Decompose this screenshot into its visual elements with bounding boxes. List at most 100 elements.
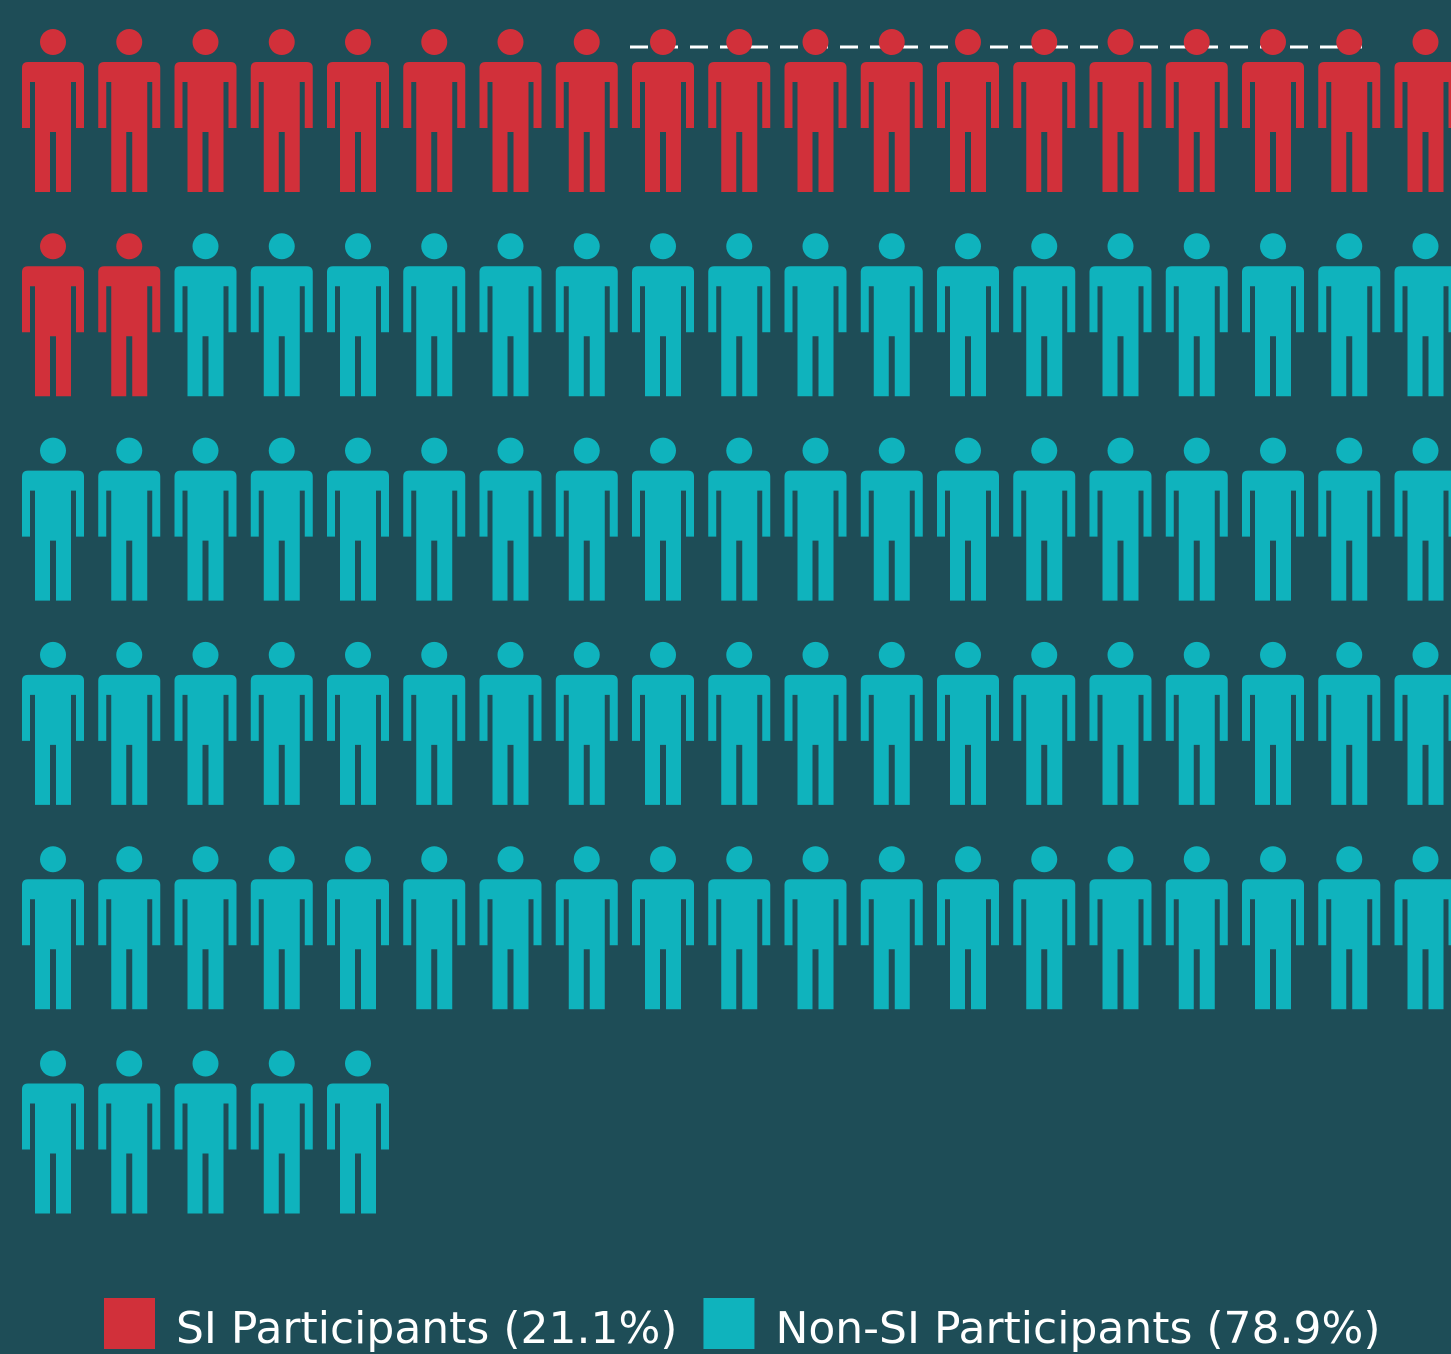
icon-head (573, 437, 600, 464)
icon-body (250, 1083, 313, 1214)
icon-body (174, 674, 237, 805)
icon-head (955, 29, 981, 55)
icon-head (1107, 846, 1134, 873)
legend-swatch (104, 1298, 155, 1349)
legend-label: SI Participants (21.1%) (176, 1303, 677, 1354)
person-icon (403, 641, 466, 805)
person-icon (1394, 437, 1451, 601)
icon-head (878, 233, 905, 260)
person-icon (708, 641, 771, 805)
icon-body (1394, 266, 1451, 397)
icon-body (937, 470, 999, 601)
icon-body (98, 62, 161, 192)
icon-head (1336, 437, 1363, 464)
icon-body (479, 470, 542, 601)
person-icon (1318, 641, 1381, 805)
icon-head (1031, 641, 1058, 668)
icon-body (250, 62, 313, 192)
icon-head (421, 846, 448, 873)
icon-body (1242, 879, 1304, 1010)
icon-body (1165, 879, 1228, 1010)
person-icon (250, 641, 313, 805)
icon-body (327, 674, 389, 805)
icon-head (650, 29, 676, 55)
icon-head (1183, 437, 1210, 464)
icon-head (1336, 641, 1363, 668)
person-icon (1242, 641, 1304, 805)
person-icon (22, 437, 84, 601)
icon-head (192, 233, 219, 260)
icon-head (421, 29, 448, 55)
icon-body (1242, 62, 1304, 192)
icon-head (1107, 29, 1134, 55)
icon-head (345, 1050, 371, 1077)
icon-head (116, 641, 143, 668)
icon-head (421, 233, 448, 260)
icon-head (40, 846, 66, 873)
person-icon (479, 233, 542, 397)
person-icon (403, 437, 466, 601)
person-icon (1242, 846, 1304, 1010)
person-icon (250, 1050, 313, 1214)
person-icon (1089, 233, 1152, 397)
icon-body (1165, 470, 1228, 601)
person-icon (250, 29, 313, 192)
person-icon (174, 846, 237, 1010)
icon-body (403, 470, 466, 601)
icon-head (1412, 29, 1439, 55)
person-icon (860, 233, 923, 397)
icon-head (573, 641, 600, 668)
icon-body (327, 266, 389, 397)
icon-head (192, 437, 219, 464)
icon-head (345, 641, 371, 668)
icon-body (327, 62, 389, 192)
person-icon (1089, 437, 1152, 601)
icon-head (1260, 437, 1286, 464)
icon-body (708, 266, 771, 397)
person-icon (555, 437, 618, 601)
person-icon (860, 29, 923, 192)
person-icon (98, 1050, 161, 1214)
icon-head (116, 1050, 143, 1077)
person-icon (250, 846, 313, 1010)
icon-body (555, 470, 618, 601)
person-icon (1165, 641, 1228, 805)
person-icon (479, 846, 542, 1010)
person-icon (1089, 29, 1152, 192)
icon-body (784, 266, 847, 397)
icon-body (784, 674, 847, 805)
icon-head (573, 846, 600, 873)
person-icon (479, 437, 542, 601)
person-icon (174, 641, 237, 805)
icon-body (784, 470, 847, 601)
person-icon (1013, 437, 1076, 601)
icon-head (421, 437, 448, 464)
person-icon (555, 29, 618, 192)
icon-head (116, 233, 143, 260)
icon-body (250, 470, 313, 601)
person-icon (555, 233, 618, 397)
icon-head (878, 29, 905, 55)
icon-head (268, 437, 295, 464)
person-icon (784, 233, 847, 397)
person-icon (1394, 846, 1451, 1010)
icon-head (650, 437, 676, 464)
person-icon (98, 437, 161, 601)
person-icon (860, 641, 923, 805)
icon-head (40, 233, 66, 260)
icon-head (955, 233, 981, 260)
person-icon (1013, 233, 1076, 397)
icon-body (22, 470, 84, 601)
icon-head (268, 641, 295, 668)
icon-head (40, 1050, 66, 1077)
icon-body (632, 674, 694, 805)
icon-head (268, 233, 295, 260)
icon-body (327, 879, 389, 1010)
icon-head (345, 233, 371, 260)
person-icon (250, 233, 313, 397)
icon-head (802, 437, 829, 464)
icon-head (878, 641, 905, 668)
icon-body (632, 879, 694, 1010)
icon-body (708, 674, 771, 805)
icon-head (1260, 641, 1286, 668)
